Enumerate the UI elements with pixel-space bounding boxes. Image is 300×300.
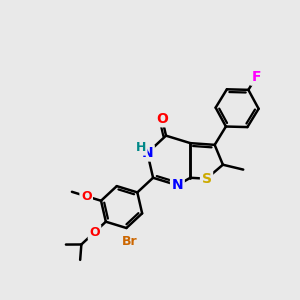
Text: O: O bbox=[89, 226, 100, 239]
Text: O: O bbox=[156, 112, 168, 126]
Text: H: H bbox=[136, 141, 146, 154]
Text: H: H bbox=[142, 146, 153, 160]
Text: S: S bbox=[202, 172, 212, 186]
Text: N: N bbox=[142, 146, 153, 160]
Text: N: N bbox=[172, 178, 183, 192]
Text: Br: Br bbox=[122, 235, 137, 248]
Text: F: F bbox=[251, 70, 261, 84]
Text: O: O bbox=[81, 190, 92, 203]
